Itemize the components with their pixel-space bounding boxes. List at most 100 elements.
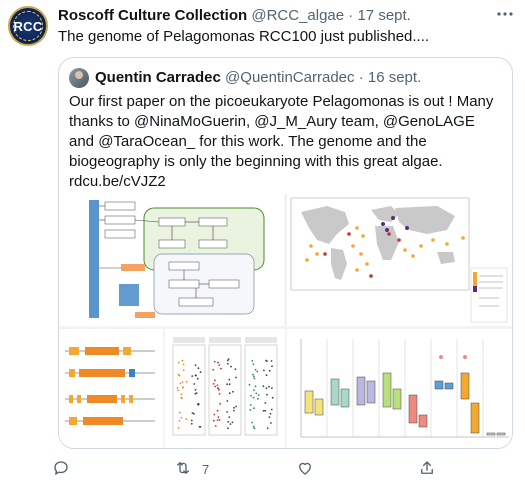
heart-icon bbox=[296, 459, 314, 480]
strip-dot bbox=[220, 367, 222, 370]
strip-dot bbox=[197, 367, 200, 370]
strip-dot bbox=[177, 361, 180, 364]
strip-dot bbox=[178, 374, 181, 377]
strip-dot bbox=[196, 377, 199, 380]
strip-dot bbox=[235, 376, 237, 379]
strip-dot bbox=[190, 422, 193, 425]
quoted-author-handle[interactable]: @QuentinCarradec bbox=[225, 69, 355, 86]
strip-dot bbox=[268, 369, 271, 372]
strip-dot bbox=[199, 371, 202, 374]
strip-dot bbox=[216, 384, 219, 387]
avatar-logo-text: RCC bbox=[13, 19, 43, 34]
strip-dot bbox=[228, 392, 231, 395]
quoted-tweet[interactable]: Quentin Carradec @QuentinCarradec · 16 s… bbox=[58, 57, 513, 449]
author-avatar[interactable]: RCC bbox=[8, 6, 48, 46]
strip-dot bbox=[191, 375, 194, 377]
strip-dot bbox=[266, 427, 269, 430]
strip-dot bbox=[228, 378, 231, 381]
strip-dot bbox=[182, 369, 185, 371]
tweet-text: The genome of Pelagomonas RCC100 just pu… bbox=[58, 28, 430, 45]
avatar-ring bbox=[13, 11, 43, 41]
strip-dot bbox=[194, 392, 197, 395]
strip-dot bbox=[265, 387, 268, 390]
strip-dot bbox=[251, 360, 254, 362]
strip-dot bbox=[190, 419, 193, 422]
strip-dot bbox=[233, 409, 235, 412]
author-name[interactable]: Roscoff Culture Collection bbox=[58, 7, 248, 24]
strip-dot bbox=[177, 427, 180, 429]
strip-dot bbox=[249, 409, 252, 411]
strip-dot bbox=[249, 404, 252, 406]
strip-dot bbox=[269, 412, 272, 415]
strip-dot bbox=[182, 363, 185, 366]
share-button[interactable] bbox=[418, 455, 446, 483]
strip-dot bbox=[228, 416, 231, 418]
strip-dot bbox=[218, 389, 220, 391]
tweet-date[interactable]: 17 sept. bbox=[357, 7, 411, 24]
strip-dot bbox=[218, 364, 221, 366]
strip-dot bbox=[181, 381, 184, 383]
strip-dot bbox=[251, 421, 253, 424]
strip-dot bbox=[217, 416, 220, 419]
strip-dot bbox=[212, 368, 215, 371]
strip-dot bbox=[263, 369, 265, 372]
quoted-tweet-date[interactable]: 16 sept. bbox=[367, 69, 422, 86]
strip-dot bbox=[214, 425, 217, 427]
strip-dot bbox=[212, 383, 215, 385]
strip-dot bbox=[217, 387, 220, 390]
strip-dot bbox=[235, 405, 237, 408]
strip-dot bbox=[226, 400, 229, 402]
strip-dot bbox=[185, 418, 188, 421]
figure-metabolic-pathway bbox=[59, 194, 284, 326]
strip-dot bbox=[178, 420, 181, 422]
strip-dot bbox=[252, 363, 255, 366]
share-icon bbox=[418, 459, 436, 480]
strip-dot bbox=[227, 421, 230, 423]
strip-dot bbox=[197, 402, 200, 405]
strip-dot bbox=[194, 364, 197, 367]
strip-dot bbox=[226, 359, 229, 362]
strip-dot bbox=[253, 407, 255, 410]
strip-dot bbox=[214, 379, 216, 382]
author-handle[interactable]: @RCC_algae bbox=[251, 7, 345, 24]
header-separator: · bbox=[348, 7, 354, 24]
quoted-header-separator: · bbox=[358, 69, 364, 86]
quoted-tweet-header: Quentin Carradec @QuentinCarradec · 16 s… bbox=[95, 68, 502, 88]
strip-dot bbox=[264, 409, 267, 412]
strip-dot bbox=[252, 396, 255, 399]
retweet-button[interactable]: 7 bbox=[174, 455, 209, 483]
strip-dot bbox=[179, 382, 182, 385]
reply-icon bbox=[52, 459, 70, 480]
strip-dot bbox=[248, 383, 251, 386]
strip-dot bbox=[180, 416, 183, 419]
strip-dot bbox=[212, 419, 215, 422]
strip-dot bbox=[230, 365, 232, 368]
quoted-tweet-link[interactable]: rdcu.be/cVJZ2 bbox=[69, 173, 166, 190]
strip-dot bbox=[264, 402, 267, 404]
strip-dot bbox=[218, 393, 221, 395]
more-icon[interactable] bbox=[495, 4, 515, 24]
strip-dot bbox=[226, 411, 228, 413]
tweet-header: Roscoff Culture Collection @RCC_algae · … bbox=[58, 6, 491, 26]
like-button[interactable] bbox=[296, 455, 324, 483]
quoted-tweet-body: Our first paper on the picoeukaryote Pel… bbox=[69, 93, 494, 170]
strip-dot bbox=[231, 421, 234, 424]
strip-dot bbox=[268, 385, 270, 388]
quoted-media-figure[interactable] bbox=[59, 194, 512, 448]
strip-dot bbox=[198, 425, 201, 428]
strip-dot bbox=[185, 380, 188, 383]
strip-dot bbox=[271, 387, 273, 389]
strip-dot bbox=[252, 425, 255, 428]
strip-dot bbox=[257, 397, 259, 400]
quoted-tweet-text: Our first paper on the picoeukaryote Pel… bbox=[69, 92, 502, 192]
strip-dot bbox=[180, 396, 183, 399]
strip-dot bbox=[256, 370, 259, 373]
strip-dot bbox=[216, 419, 219, 421]
strip-dot bbox=[265, 374, 268, 377]
quoted-author-name[interactable]: Quentin Carradec bbox=[95, 69, 221, 86]
reply-button[interactable] bbox=[52, 455, 80, 483]
figure-strip-plots bbox=[165, 329, 285, 448]
quoted-author-avatar[interactable] bbox=[69, 68, 89, 88]
figure-box-plots bbox=[287, 329, 512, 448]
